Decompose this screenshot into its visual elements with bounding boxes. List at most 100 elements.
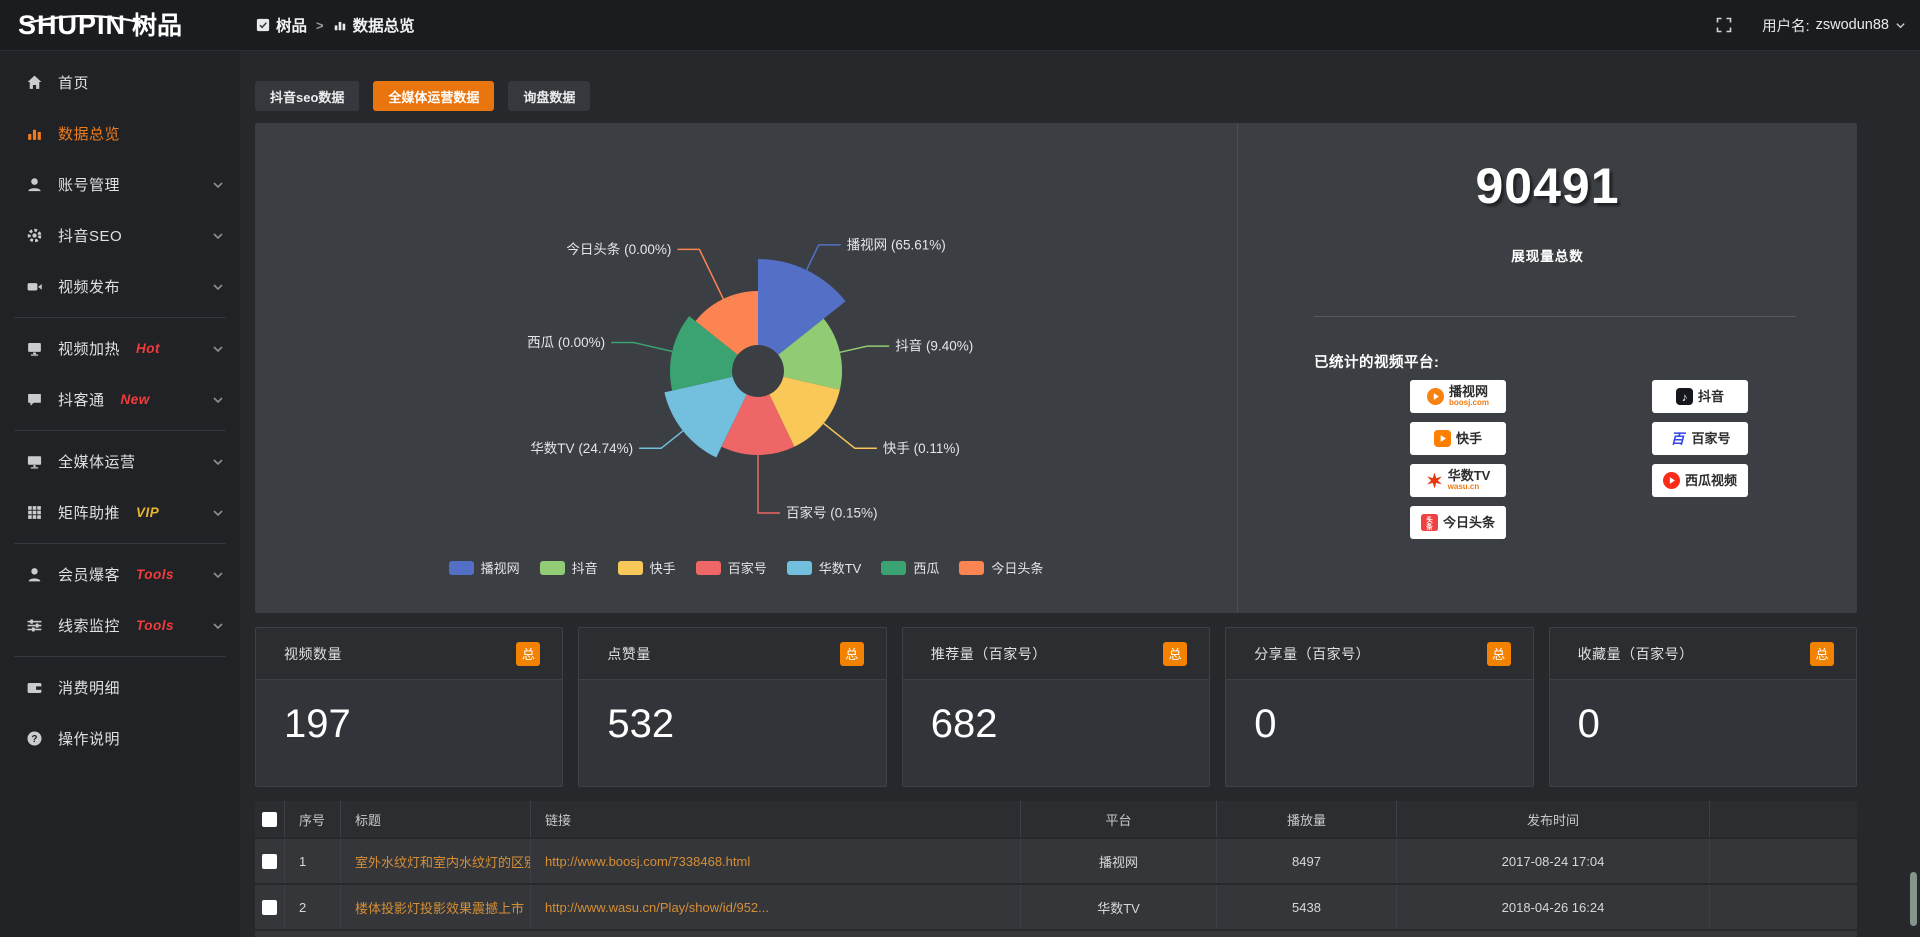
total-badge: 总 <box>1486 641 1511 666</box>
tab-1[interactable]: 全媒体运营数据 <box>373 81 495 111</box>
breadcrumb-root-label: 树品 <box>276 18 308 35</box>
pie-label: 快手 (0.11%) <box>883 441 960 456</box>
breadcrumb-root[interactable]: 树品 <box>256 14 307 36</box>
sidebar-item-account[interactable]: 账号管理 <box>0 159 240 210</box>
summary-divider <box>1314 316 1796 317</box>
legend-item-5[interactable]: 西瓜 <box>881 558 939 577</box>
sidebar-item-home[interactable]: 首页 <box>0 57 240 108</box>
app-logo[interactable]: SHUPIN 树品 <box>0 11 240 40</box>
sidebar-badge-tools: Tools <box>136 567 175 582</box>
stat-card-1: 点赞量 总 532 <box>578 627 887 787</box>
sidebar-item-douyin-seo[interactable]: 抖音SEO <box>0 210 240 261</box>
legend-item-0[interactable]: 播视网 <box>448 558 520 577</box>
sidebar-item-clue-monitor[interactable]: 线索监控 Tools <box>0 600 240 651</box>
stat-card-value: 0 <box>1577 702 1600 746</box>
sidebar-item-data-overview[interactable]: 数据总览 <box>0 108 240 159</box>
account-icon <box>26 176 43 193</box>
clue-monitor-icon <box>26 617 43 634</box>
user-menu[interactable]: 用户名: zswodun88 <box>1762 15 1906 36</box>
douyin-logo-icon: ♪ <box>1675 388 1693 405</box>
video-heat-icon <box>26 340 43 357</box>
pie-slice-6[interactable] <box>695 291 759 355</box>
platform-name: 播视网 <box>1448 384 1488 400</box>
expense-icon <box>26 679 43 696</box>
pie-label-line <box>639 430 684 450</box>
sidebar-item-label: 全媒体运营 <box>58 454 136 471</box>
header-link: 链接 <box>531 801 1021 837</box>
chevron-down-icon <box>212 179 224 191</box>
sidebar-item-label: 矩阵助推 <box>58 505 121 522</box>
legend-item-3[interactable]: 百家号 <box>695 558 767 577</box>
sidebar-item-expense[interactable]: 消费明细 <box>0 662 240 713</box>
sidebar-item-label: 会员爆客 <box>58 567 121 584</box>
platform-sub: wasu.cn <box>1447 482 1480 492</box>
tab-2[interactable]: 询盘数据 <box>508 81 591 111</box>
pie-slice-2[interactable] <box>769 376 840 447</box>
matrix-boost-icon <box>26 504 43 521</box>
video-url-link[interactable]: http://www.wasu.cn/Play/show/id/952... <box>545 899 769 915</box>
select-all-checkbox[interactable] <box>262 811 277 827</box>
user-chevron-down-icon <box>1895 20 1906 31</box>
pie-slice-5[interactable] <box>669 316 738 391</box>
table-row-partial <box>255 931 1857 937</box>
legend-item-4[interactable]: 华数TV <box>786 558 861 577</box>
pie-slice-1[interactable] <box>778 318 843 390</box>
total-badge: 总 <box>839 641 864 666</box>
sidebar-divider <box>14 656 226 657</box>
sidebar-item-video-publish[interactable]: 视频发布 <box>0 261 240 312</box>
kuaishou-logo-icon <box>1433 430 1451 447</box>
platform-badge-grid: 播视网 boosj.com ♪ 抖音 快手 百百家号 华数TV wasu.cn 西瓜视频头条今日… <box>1410 380 1748 539</box>
video-title-link[interactable]: 楼体投影灯投影效果震撼上市 <box>355 900 525 916</box>
sidebar-item-douke-tong[interactable]: 抖客通 New <box>0 374 240 425</box>
svg-text:百: 百 <box>1671 431 1686 447</box>
chart-panel: 播视网 (65.61%) 抖音 (9.40%) 快手 (0.11%) 百家号 (0.1… <box>255 123 1857 613</box>
stat-card-title: 分享量（百家号） <box>1254 645 1371 662</box>
sidebar-badge-new: New <box>120 392 150 407</box>
stat-card-title: 视频数量 <box>284 645 342 662</box>
sidebar-item-label: 消费明细 <box>58 680 121 697</box>
table-row-1: 2 楼体投影灯投影效果震撼上市 http://www.wasu.cn/Play/sh… <box>255 885 1857 929</box>
breadcrumb-current[interactable]: 数据总览 <box>333 14 415 36</box>
platform-badge-wasu: 华数TV wasu.cn <box>1410 464 1506 497</box>
sidebar-item-help[interactable]: ? 操作说明 <box>0 713 240 764</box>
fullscreen-icon[interactable] <box>1716 17 1732 33</box>
breadcrumb-current-label: 数据总览 <box>352 18 415 35</box>
pie-slice-3[interactable] <box>721 394 795 455</box>
video-url-link[interactable]: http://www.boosj.com/7338468.html <box>545 853 751 869</box>
legend-label: 快手 <box>649 561 676 576</box>
scrollbar-thumb[interactable] <box>1910 872 1917 926</box>
pie-label-line <box>611 341 673 353</box>
username-value: zswodun88 <box>1815 17 1889 33</box>
sidebar-item-label: 账号管理 <box>58 177 121 194</box>
cell-title: 室外水纹灯和室内水纹灯的区别和简介 <box>341 839 531 883</box>
pie-label: 播视网 (65.61%) <box>847 237 946 252</box>
sidebar-item-label: 线索监控 <box>58 618 121 635</box>
help-icon: ? <box>26 730 43 747</box>
legend-item-2[interactable]: 快手 <box>617 558 676 577</box>
chevron-down-icon <box>212 394 224 406</box>
legend-item-1[interactable]: 抖音 <box>539 558 598 577</box>
douke-tong-icon <box>26 391 43 408</box>
sidebar-item-matrix-boost[interactable]: 矩阵助推 VIP <box>0 487 240 538</box>
total-impressions-label: 展现量总数 <box>1511 249 1584 264</box>
row-checkbox[interactable] <box>262 899 277 915</box>
pie-label: 西瓜 (0.00%) <box>527 335 605 350</box>
legend-label: 百家号 <box>727 561 767 576</box>
baijia-logo-icon: 百 <box>1669 430 1686 447</box>
platform-name: 百家号 <box>1691 430 1731 446</box>
pie-slice-4[interactable] <box>664 376 747 458</box>
sidebar-item-label: 抖客通 <box>58 392 105 409</box>
sidebar-item-member-burst[interactable]: 会员爆客 Tools <box>0 549 240 600</box>
pie-slice-0[interactable] <box>758 259 846 355</box>
video-title-link[interactable]: 室外水纹灯和室内水纹灯的区别和简介 <box>355 854 530 870</box>
tab-0[interactable]: 抖音seo数据 <box>255 81 360 111</box>
cell-platform: 播视网 <box>1021 839 1217 883</box>
legend-item-6[interactable]: 今日头条 <box>959 558 1043 577</box>
svg-text:条: 条 <box>1426 522 1433 531</box>
row-checkbox[interactable] <box>262 853 277 869</box>
logo-text-cn: 树品 <box>132 11 183 40</box>
sidebar-item-video-heat[interactable]: 视频加热 Hot <box>0 323 240 374</box>
sidebar-item-media-ops[interactable]: 全媒体运营 <box>0 436 240 487</box>
stat-card-value: 0 <box>1254 702 1277 746</box>
legend-swatch <box>959 560 985 575</box>
